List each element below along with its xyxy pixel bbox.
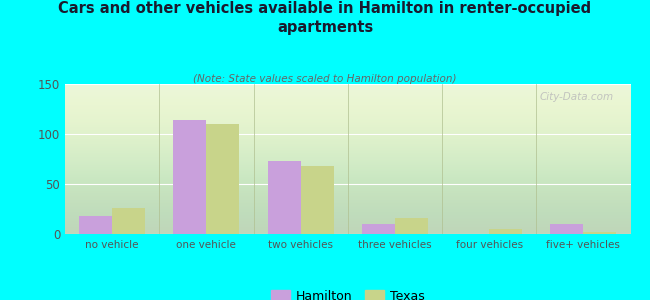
Bar xyxy=(584,232,616,234)
Bar xyxy=(207,124,239,234)
Bar xyxy=(112,208,145,234)
Bar xyxy=(79,216,112,234)
Bar xyxy=(395,218,428,234)
Text: City-Data.com: City-Data.com xyxy=(540,92,614,101)
Bar xyxy=(174,120,207,234)
Bar xyxy=(362,224,395,234)
Bar xyxy=(268,161,300,234)
Text: Cars and other vehicles available in Hamilton in renter-occupied
apartments: Cars and other vehicles available in Ham… xyxy=(58,2,592,35)
Bar xyxy=(489,229,522,234)
Text: (Note: State values scaled to Hamilton population): (Note: State values scaled to Hamilton p… xyxy=(193,74,457,83)
Bar xyxy=(551,224,584,234)
Legend: Hamilton, Texas: Hamilton, Texas xyxy=(266,285,430,300)
Bar xyxy=(300,166,333,234)
